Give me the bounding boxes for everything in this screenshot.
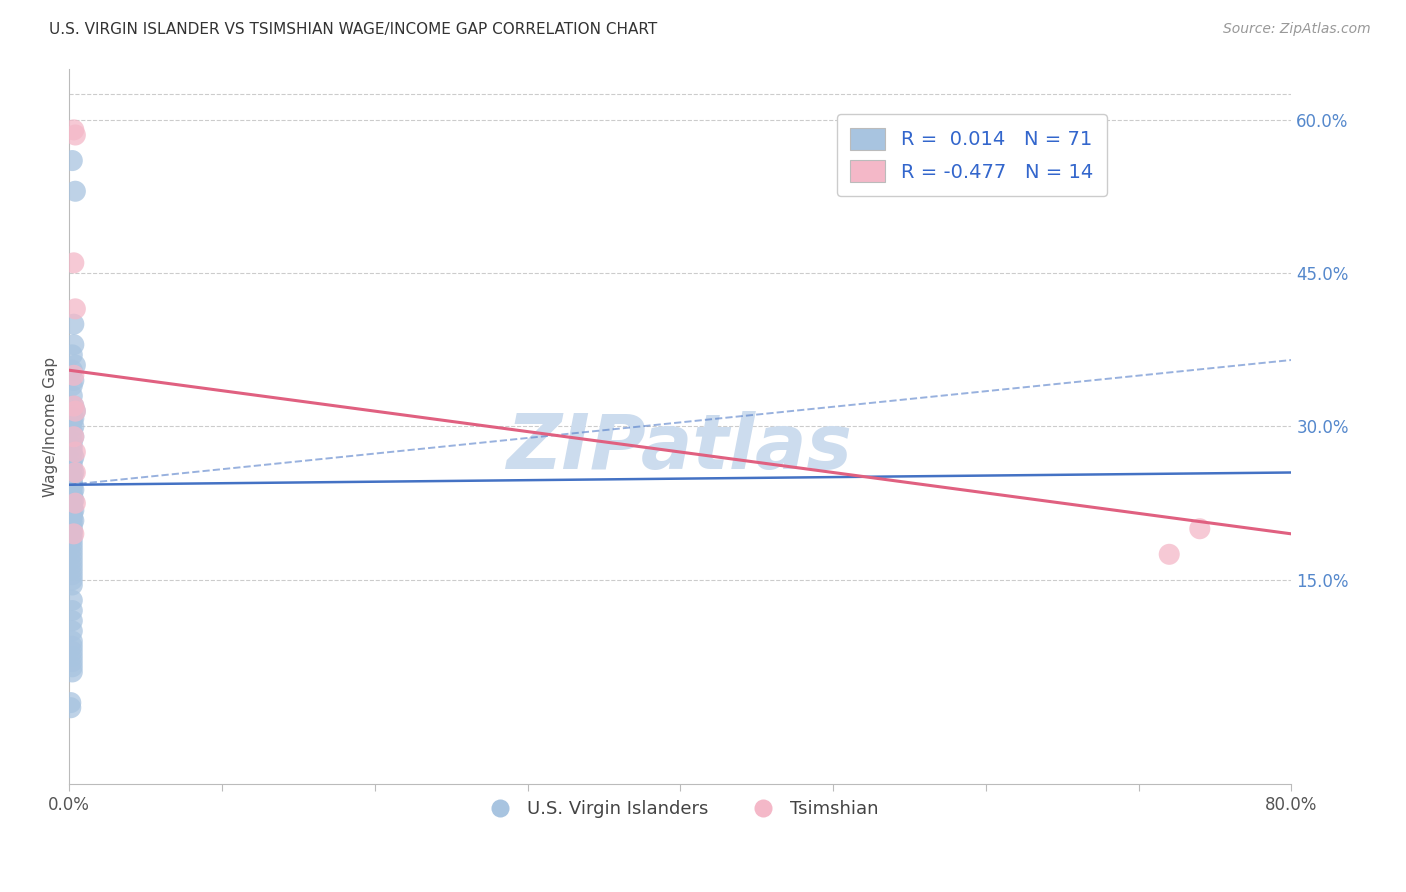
Point [60,508,83,523]
Point [60,440,83,454]
Point [60,511,83,525]
Point [62,419,84,434]
Point [60,649,83,664]
Point [62,450,84,465]
Point [60,665,83,679]
Point [65,496,87,510]
Point [60,532,83,546]
Point [60,558,83,572]
Point [65,301,87,316]
Text: U.S. VIRGIN ISLANDER VS TSIMSHIAN WAGE/INCOME GAP CORRELATION CHART: U.S. VIRGIN ISLANDER VS TSIMSHIAN WAGE/I… [49,22,658,37]
Point [60,475,83,490]
Point [62,466,84,480]
Point [65,404,87,418]
Point [60,501,83,516]
Point [60,500,83,514]
Point [60,552,83,566]
Point [60,507,83,521]
Point [1188,522,1211,536]
Point [59,696,82,710]
Point [60,378,83,392]
Point [62,411,84,425]
Point [60,522,83,536]
Point [60,445,83,459]
Point [65,128,87,142]
Point [62,374,84,388]
Point [60,455,83,469]
Point [60,414,83,428]
Point [60,640,83,654]
Point [60,660,83,674]
Point [60,473,83,487]
Point [60,547,83,561]
Point [60,567,83,582]
Point [60,524,83,538]
Point [65,358,87,372]
Point [62,514,84,528]
Point [60,603,83,617]
Point [60,486,83,500]
Point [62,256,84,270]
Point [60,491,83,505]
Point [60,348,83,362]
Point [62,493,84,508]
Point [60,434,83,449]
Point [62,430,84,444]
Point [62,526,84,541]
Point [60,563,83,577]
Y-axis label: Wage/Income Gap: Wage/Income Gap [44,357,58,497]
Point [60,634,83,648]
Point [65,466,87,480]
Point [65,404,87,418]
Point [60,496,83,510]
Point [60,409,83,424]
Point [60,516,83,531]
Point [60,537,83,551]
Point [60,479,83,493]
Point [62,317,84,331]
Point [60,573,83,587]
Point [60,460,83,475]
Point [60,593,83,607]
Point [60,389,83,403]
Point [62,399,84,413]
Legend: U.S. Virgin Islanders, Tsimshian: U.S. Virgin Islanders, Tsimshian [475,793,886,825]
Point [60,655,83,669]
Point [1159,547,1181,561]
Point [60,489,83,503]
Point [60,477,83,491]
Point [60,481,83,495]
Point [65,184,87,198]
Point [62,123,84,137]
Point [59,700,82,714]
Text: ZIPatlas: ZIPatlas [508,411,853,485]
Point [62,337,84,351]
Point [60,542,83,557]
Point [60,526,83,541]
Point [60,468,83,483]
Point [62,483,84,497]
Text: Source: ZipAtlas.com: Source: ZipAtlas.com [1223,22,1371,37]
Point [62,430,84,444]
Point [62,503,84,517]
Point [62,399,84,413]
Point [60,425,83,439]
Point [60,624,83,638]
Point [60,644,83,658]
Point [60,614,83,628]
Point [65,445,87,459]
Point [62,368,84,383]
Point [60,363,83,377]
Point [60,578,83,592]
Point [60,153,83,168]
